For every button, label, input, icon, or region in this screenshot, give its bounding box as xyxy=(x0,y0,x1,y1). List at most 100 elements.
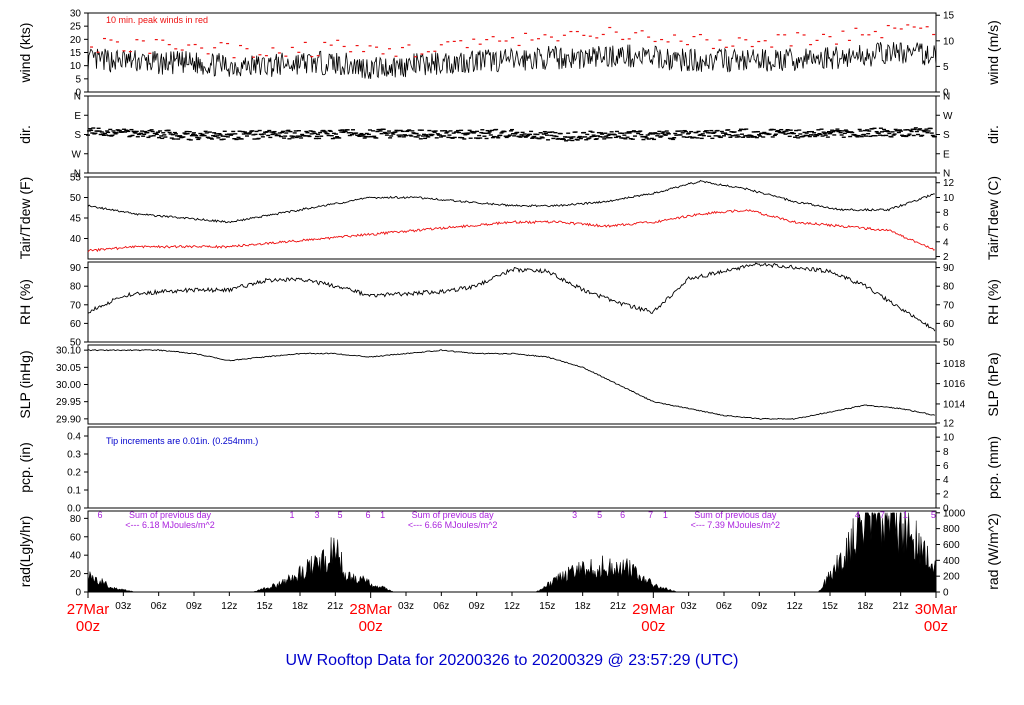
left-tick-label: 30.10 xyxy=(56,346,81,357)
right-tick-label: 1000 xyxy=(943,508,966,519)
hour-tick-label: 03z xyxy=(681,601,697,612)
right-tick-label: 1014 xyxy=(943,399,966,410)
panel-relative-humidity: RH (%) RH (%) 50 60 70 80 90 50 60 70 80 90 xyxy=(17,261,1001,349)
hour-tick-label: 18z xyxy=(575,601,591,612)
right-tick-label: 80 xyxy=(943,282,955,293)
rain-annotation: Tip increments are 0.01in. (0.254mm.) xyxy=(106,436,258,446)
radiation-caption: Sum of previous day xyxy=(129,510,212,520)
right-tick-label: 10 xyxy=(943,433,955,444)
day-date-label: 29Mar xyxy=(632,601,675,618)
right-axis-label: SLP (hPa) xyxy=(985,352,1001,416)
wind-peak-marks xyxy=(90,24,936,59)
left-tick-label: 30.00 xyxy=(56,380,81,391)
left-tick-label: 29.95 xyxy=(56,397,81,408)
left-tick-label: S xyxy=(74,130,81,141)
left-tick-label: 50 xyxy=(70,193,82,204)
right-tick-label: 12 xyxy=(943,178,955,189)
left-tick-label: 30.05 xyxy=(56,363,81,374)
panel-temperature: Tair/Tdew (F) Tair/Tdew (C) 40 45 50 55 2 4 6 8 10… xyxy=(17,173,1001,264)
left-tick-label: 0 xyxy=(75,88,81,99)
radiation-daily-total: <--- 6.18 MJoules/m^2 xyxy=(125,520,215,530)
dewpoint-line xyxy=(87,209,935,253)
left-tick-label: 0.1 xyxy=(67,486,81,497)
right-tick-label: 5 xyxy=(943,62,949,73)
day-date-label: 30Mar xyxy=(915,601,958,618)
radiation-hour-mark: 4 xyxy=(855,510,860,520)
right-tick-label: 1018 xyxy=(943,359,966,370)
right-tick-label: 2 xyxy=(943,252,949,263)
right-tick-label: 12 xyxy=(943,418,955,429)
right-axis-label: RH (%) xyxy=(985,279,1001,325)
radiation-area xyxy=(87,512,937,593)
radiation-hour-mark: 6 xyxy=(365,510,370,520)
right-tick-label: 2 xyxy=(943,489,949,500)
right-tick-label: 200 xyxy=(943,572,960,583)
hour-tick-label: 12z xyxy=(504,601,520,612)
hour-tick-label: 21z xyxy=(610,601,626,612)
day-hour-label: 00z xyxy=(641,618,665,635)
left-tick-label: 90 xyxy=(70,263,82,274)
left-tick-label: 25 xyxy=(70,22,82,33)
left-tick-label: 80 xyxy=(70,514,82,525)
left-tick-label: 5 xyxy=(75,74,81,85)
left-tick-label: 60 xyxy=(70,532,82,543)
left-tick-label: 40 xyxy=(70,551,82,562)
radiation-caption: Sum of previous day xyxy=(412,510,495,520)
right-axis-label: wind (m/s) xyxy=(985,20,1001,86)
right-axis-label: rad (W/m^2) xyxy=(985,513,1001,590)
left-axis-label: Tair/Tdew (F) xyxy=(17,177,33,259)
right-tick-label: N xyxy=(943,169,950,180)
radiation-hour-mark: 6 xyxy=(620,510,625,520)
day-hour-label: 00z xyxy=(924,618,948,635)
left-tick-label: 29.90 xyxy=(56,414,81,425)
right-tick-label: S xyxy=(943,130,950,141)
right-tick-label: 400 xyxy=(943,556,960,567)
radiation-hour-mark: 6 xyxy=(97,510,102,520)
footer-title: UW Rooftop Data for 20200326 to 20200329… xyxy=(286,652,739,669)
hour-tick-label: 06z xyxy=(716,601,732,612)
right-tick-label: E xyxy=(943,149,950,160)
panel-frame xyxy=(87,426,937,509)
right-tick-label: 1016 xyxy=(943,379,966,390)
left-tick-label: 15 xyxy=(70,48,82,59)
day-hour-label: 00z xyxy=(359,618,383,635)
hour-tick-label: 12z xyxy=(221,601,237,612)
radiation-hour-mark: 5 xyxy=(931,510,936,520)
panel-precipitation: pcp. (in) pcp. (mm) 0.0 0.1 0.2 0.3 0.4 0 2 4 6 8 10… xyxy=(17,418,1001,514)
radiation-daily-total: <--- 6.66 MJoules/m^2 xyxy=(408,520,498,530)
radiation-hour-mark: 5 xyxy=(597,510,602,520)
radiation-hour-mark: 1 xyxy=(903,510,908,520)
radiation-hour-mark: 3 xyxy=(572,510,577,520)
left-axis-label: SLP (inHg) xyxy=(17,350,33,418)
hour-tick-label: 21z xyxy=(327,601,343,612)
left-tick-label: 60 xyxy=(70,319,82,330)
left-tick-label: 0.0 xyxy=(67,504,81,515)
panel-frame xyxy=(87,510,937,593)
left-axis-label: pcp. (in) xyxy=(17,442,33,493)
left-tick-label: 0 xyxy=(75,588,81,599)
hour-tick-label: 09z xyxy=(186,601,202,612)
left-tick-label: 70 xyxy=(70,300,82,311)
left-axis-label: wind (kts) xyxy=(17,23,33,84)
left-tick-label: 30 xyxy=(70,9,82,20)
hour-tick-label: 03z xyxy=(398,601,414,612)
right-tick-label: 600 xyxy=(943,540,960,551)
radiation-caption: Sum of previous day xyxy=(694,510,777,520)
hour-tick-label: 09z xyxy=(751,601,767,612)
right-tick-label: 10 xyxy=(943,193,955,204)
radiation-hour-mark: 7 xyxy=(648,510,653,520)
left-tick-label: 10 xyxy=(70,61,82,72)
right-tick-label: 8 xyxy=(943,208,949,219)
left-tick-label: 55 xyxy=(70,173,82,184)
left-tick-label: 40 xyxy=(70,234,82,245)
right-tick-label: 6 xyxy=(943,223,949,234)
right-tick-label: 60 xyxy=(943,319,955,330)
radiation-hour-mark: 7 xyxy=(880,510,885,520)
right-tick-label: N xyxy=(943,92,950,103)
right-tick-label: 800 xyxy=(943,524,960,535)
hour-tick-label: 18z xyxy=(857,601,873,612)
right-tick-label: 90 xyxy=(943,263,955,274)
hour-tick-label: 06z xyxy=(151,601,167,612)
